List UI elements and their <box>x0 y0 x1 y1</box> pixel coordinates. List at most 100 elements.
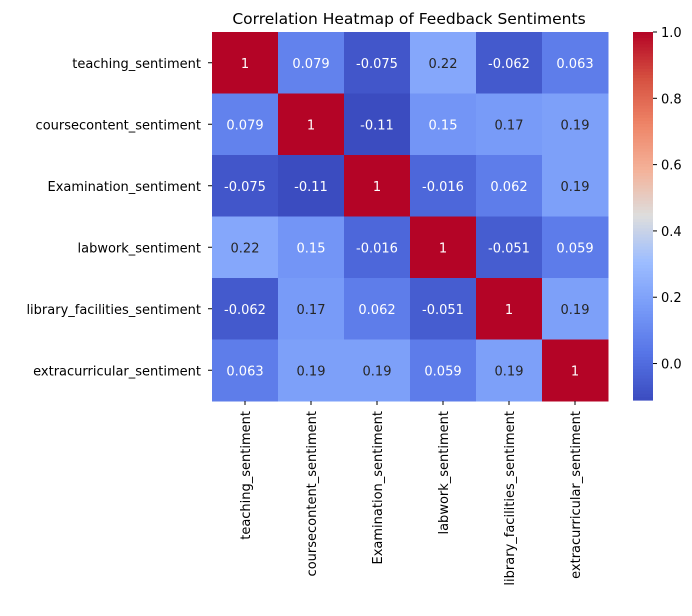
cell-annotations: 1 0.079 -0.075 0.22 -0.062 0.063 0.079 1 -0.11 0.… <box>224 57 594 380</box>
colorbar-segment <box>633 38 653 42</box>
cell-annotation: -0.016 <box>356 241 398 256</box>
y-tick-label: library_facilities_sentiment <box>26 303 201 318</box>
colorbar-segment <box>633 176 653 180</box>
colorbar-segment <box>633 105 653 110</box>
colorbar-segment <box>633 96 653 101</box>
colorbar-segment <box>633 68 653 73</box>
cell-annotation: 0.19 <box>561 180 590 195</box>
colorbar-segment <box>633 62 653 67</box>
colorbar-segment <box>633 78 653 82</box>
cell-annotation: 1 <box>439 241 447 256</box>
colorbar-segment <box>633 228 653 232</box>
colorbar-segment <box>633 332 653 337</box>
colorbar-segment <box>633 87 653 91</box>
colorbar: 0.0 0.2 0.4 0.6 0.8 1.0 <box>633 26 682 401</box>
y-tick-label: extracurricular_sentiment <box>33 364 201 379</box>
heatmap-cell <box>542 155 609 217</box>
colorbar-tick-label: 1.0 <box>661 26 682 41</box>
colorbar-segment <box>633 393 653 398</box>
colorbar-segment <box>633 225 653 229</box>
colorbar-segment <box>633 304 653 309</box>
colorbar-segment <box>633 65 653 70</box>
cell-annotation: -0.075 <box>356 57 398 72</box>
colorbar-segment <box>633 286 653 291</box>
heatmap-cell <box>212 339 279 402</box>
chart-title: Correlation Heatmap of Feedback Sentimen… <box>232 10 585 28</box>
heatmap-cell <box>410 216 477 279</box>
heatmap-cell <box>476 278 543 340</box>
colorbar-segment <box>633 262 653 266</box>
heatmap-cell <box>278 32 345 94</box>
heatmap-cell <box>344 216 411 279</box>
cell-annotation: 1 <box>505 303 513 318</box>
cell-annotation: -0.11 <box>294 180 328 195</box>
colorbar-segment <box>633 99 653 104</box>
colorbar-segment <box>633 387 653 392</box>
heatmap-cell <box>542 278 609 340</box>
cell-annotation: 0.15 <box>297 241 326 256</box>
cell-annotation: 0.22 <box>429 57 458 72</box>
colorbar-segment <box>633 222 653 226</box>
colorbar-segment <box>633 301 653 306</box>
colorbar-segment <box>633 292 653 297</box>
heatmap-cell <box>476 339 543 402</box>
colorbar-segment <box>633 151 653 156</box>
cell-annotation: -0.062 <box>224 303 266 318</box>
colorbar-segment <box>633 142 653 147</box>
colorbar-segment <box>633 360 653 364</box>
colorbar-segment <box>633 133 653 137</box>
colorbar-segment <box>633 120 653 125</box>
heatmap-cell <box>212 155 279 217</box>
colorbar-segment <box>633 289 653 294</box>
colorbar-segment <box>633 203 653 208</box>
cell-annotation: 1 <box>307 118 315 133</box>
colorbar-segment <box>633 212 653 217</box>
colorbar-segment <box>633 102 653 107</box>
heatmap-cells <box>212 32 609 402</box>
cell-annotation: -0.11 <box>360 118 394 133</box>
colorbar-segment <box>633 268 653 272</box>
colorbar-segment <box>633 317 653 321</box>
colorbar-segment <box>633 396 653 401</box>
colorbar-segment <box>633 197 653 202</box>
colorbar-segment <box>633 206 653 211</box>
heatmap-cell <box>278 155 345 217</box>
colorbar-segment <box>633 166 653 171</box>
heatmap-cell <box>344 278 411 340</box>
colorbar-segment <box>633 320 653 324</box>
cell-annotation: 0.19 <box>561 303 590 318</box>
colorbar-segment <box>633 56 653 61</box>
x-tick-label: Examination_sentiment <box>371 411 386 564</box>
heatmap-cell <box>212 93 279 156</box>
heatmap-cell <box>542 93 609 156</box>
colorbar-segment <box>633 335 653 340</box>
heatmap-cell <box>410 339 477 402</box>
colorbar-segment <box>633 90 653 94</box>
cell-annotation: 0.062 <box>358 303 395 318</box>
heatmap-cell <box>410 93 477 156</box>
x-tick-label: teaching_sentiment <box>239 411 254 540</box>
colorbar-segment <box>633 369 653 373</box>
cell-annotation: 0.19 <box>561 118 590 133</box>
colorbar-segment <box>633 44 653 48</box>
colorbar-segment <box>633 93 653 97</box>
colorbar-segment <box>633 329 653 334</box>
colorbar-segment <box>633 188 653 193</box>
colorbar-tick-label: 0.2 <box>661 291 682 306</box>
colorbar-segment <box>633 375 653 380</box>
colorbar-segment <box>633 145 653 150</box>
colorbar-segment <box>633 249 653 254</box>
colorbar-segment <box>633 185 653 189</box>
colorbar-segment <box>633 283 653 288</box>
cell-annotation: 0.063 <box>226 364 263 379</box>
colorbar-segment <box>633 295 653 300</box>
colorbar-segment <box>633 231 653 235</box>
heatmap-cell <box>212 216 279 279</box>
colorbar-segment <box>633 108 653 113</box>
heatmap-cell <box>278 278 345 340</box>
colorbar-tick-label: 0.4 <box>661 225 682 240</box>
colorbar-segment <box>633 35 653 39</box>
colorbar-segment <box>633 209 653 214</box>
